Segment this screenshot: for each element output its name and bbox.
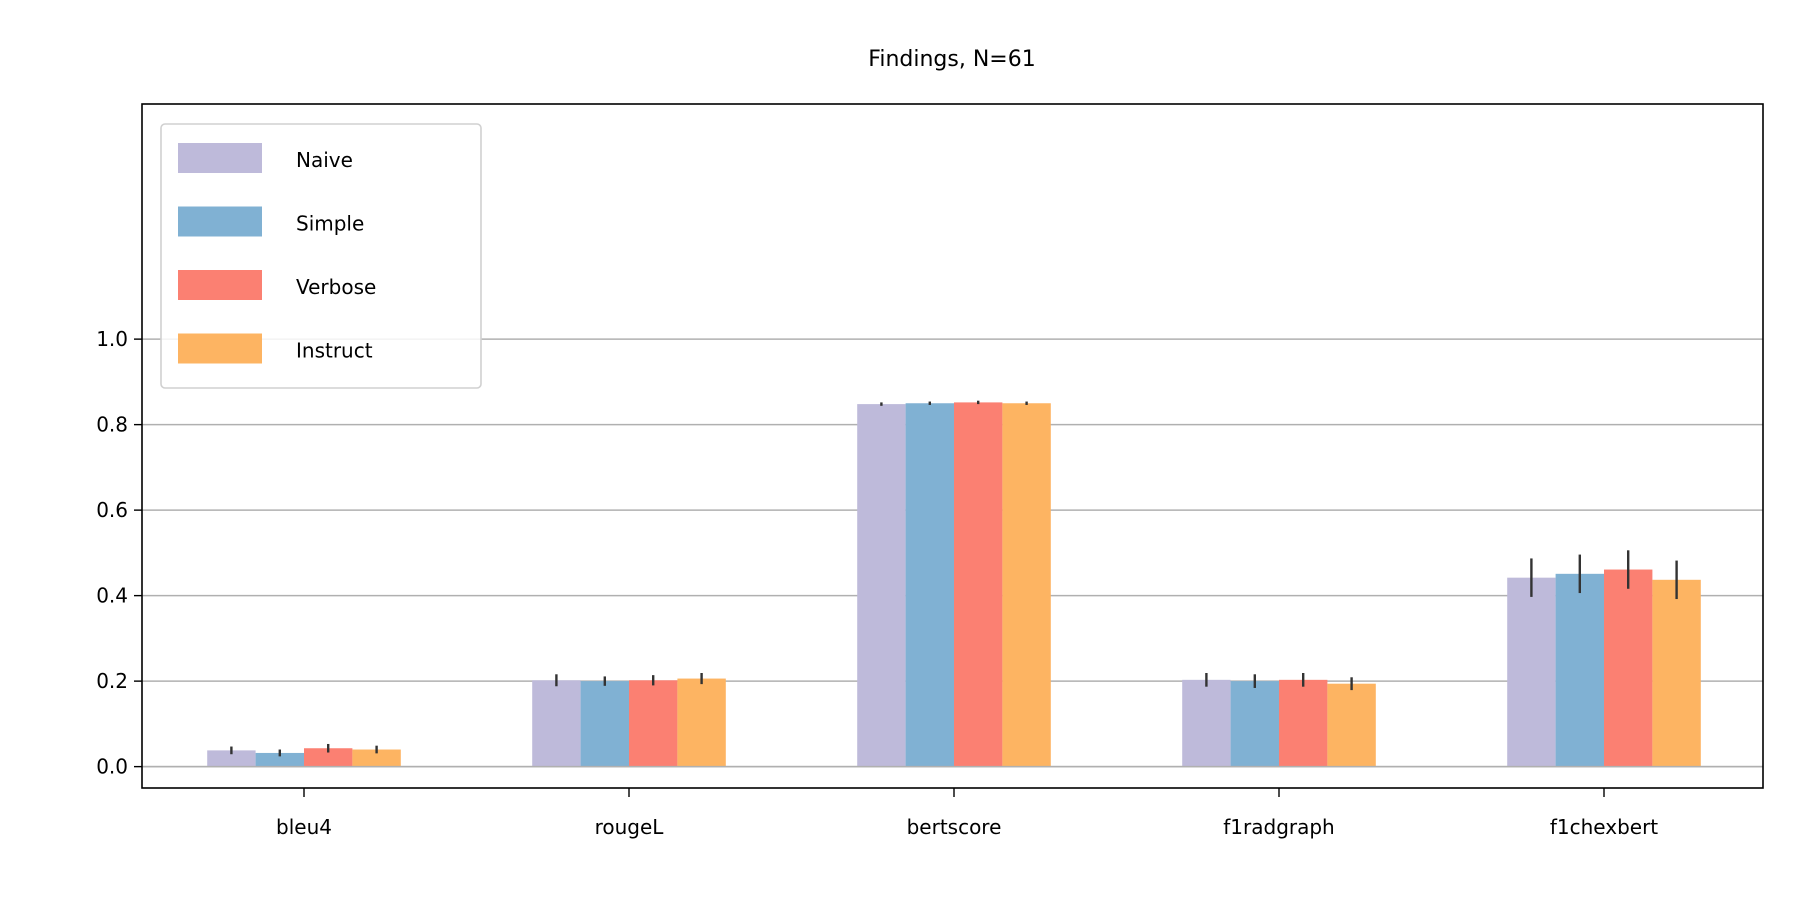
bar-instruct-f1chexbert <box>1652 579 1701 767</box>
bars-layer <box>142 402 1763 768</box>
bar-simple-f1radgraph <box>1230 681 1279 767</box>
x-tick-label: bertscore <box>907 815 1002 839</box>
x-tick-label: f1radgraph <box>1223 815 1334 839</box>
errors-layer <box>230 400 1678 757</box>
legend-label: Verbose <box>296 275 376 299</box>
plot-frame <box>141 103 1764 789</box>
bar-instruct-bertscore <box>1002 403 1051 767</box>
y-tick-label: 0.2 <box>96 669 128 693</box>
bar-naive-rougeL <box>532 680 581 767</box>
y-tick-label: 0.8 <box>96 413 128 437</box>
bar-verbose-bertscore <box>954 402 1003 767</box>
y-tick-label: 1.0 <box>96 327 128 351</box>
bar-verbose-rougeL <box>629 680 678 767</box>
x-tick-label: f1chexbert <box>1550 815 1658 839</box>
legend-swatch-simple <box>178 206 262 237</box>
bar-instruct-bleu4 <box>352 749 401 767</box>
bar-verbose-bleu4 <box>304 748 353 767</box>
y-tick-label: 0.6 <box>96 498 128 522</box>
x-tick-label: bleu4 <box>276 815 332 839</box>
bar-simple-bleu4 <box>255 752 304 767</box>
legend-swatch-instruct <box>178 333 262 364</box>
legend-label: Simple <box>296 212 364 236</box>
bar-naive-f1chexbert <box>1507 577 1556 767</box>
legend: Naive Simple Verbose Instruct <box>160 123 482 389</box>
bar-instruct-rougeL <box>677 678 726 767</box>
bar-naive-f1radgraph <box>1182 679 1231 767</box>
bar-instruct-f1radgraph <box>1327 683 1376 767</box>
bar-simple-bertscore <box>905 403 954 767</box>
legend-label: Instruct <box>296 339 373 363</box>
legend-swatch-verbose <box>178 270 262 300</box>
bar-simple-rougeL <box>580 681 629 767</box>
legend-swatch-naive <box>178 143 262 173</box>
bar-simple-f1chexbert <box>1555 573 1604 767</box>
bar-naive-bleu4 <box>207 750 256 767</box>
y-tick-label: 0.4 <box>96 584 128 608</box>
bar-verbose-f1radgraph <box>1279 679 1328 767</box>
y-axis: 0.0 0.2 0.4 0.6 0.8 1.0 <box>96 327 142 779</box>
legend-box <box>160 123 482 389</box>
chart-title: Findings, N=61 <box>868 47 1035 72</box>
x-tick-label: rougeL <box>595 815 665 839</box>
bar-verbose-f1chexbert <box>1604 569 1653 767</box>
bar-naive-bertscore <box>857 404 906 767</box>
legend-label: Naive <box>296 148 353 172</box>
y-tick-label: 0.0 <box>96 755 128 779</box>
x-axis: bleu4 rougeL bertscore f1radgraph f1chexbert <box>276 788 1658 839</box>
